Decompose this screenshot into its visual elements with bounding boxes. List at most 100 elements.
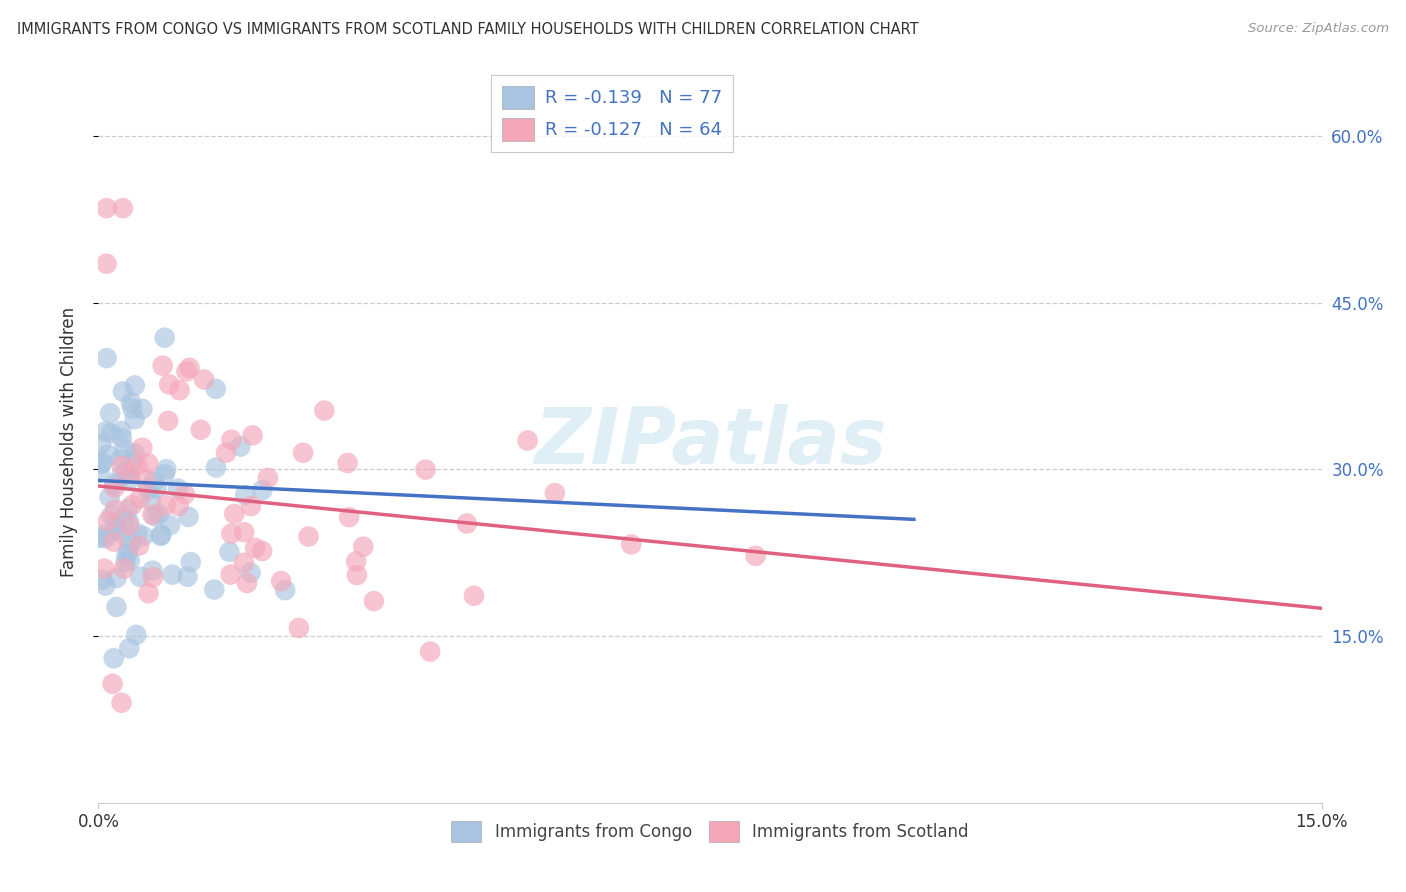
Point	[159, 518, 181, 533]
Point	[142, 570, 165, 584]
Point	[456, 516, 478, 531]
Point	[124, 446, 146, 460]
Point	[111, 384, 134, 399]
Point	[157, 377, 180, 392]
Point	[250, 544, 273, 558]
Point	[120, 395, 142, 409]
Point	[121, 454, 143, 468]
Point	[129, 491, 152, 506]
Text: Source: ZipAtlas.com: Source: ZipAtlas.com	[1249, 22, 1389, 36]
Point	[202, 582, 225, 597]
Point	[297, 529, 319, 543]
Point	[463, 589, 485, 603]
Point	[336, 456, 359, 470]
Point	[101, 677, 124, 691]
Point	[110, 424, 132, 438]
Point	[153, 467, 176, 482]
Point	[173, 487, 195, 501]
Point	[132, 529, 155, 543]
Point	[117, 466, 139, 480]
Point	[344, 554, 367, 568]
Point	[90, 437, 112, 451]
Point	[129, 570, 152, 584]
Point	[363, 594, 385, 608]
Point	[104, 502, 127, 516]
Point	[97, 514, 120, 528]
Point	[96, 351, 118, 366]
Point	[177, 510, 200, 524]
Point	[96, 257, 118, 271]
Point	[127, 458, 149, 472]
Point	[104, 481, 127, 495]
Point	[190, 423, 212, 437]
Point	[131, 441, 153, 455]
Point	[128, 539, 150, 553]
Point	[232, 556, 254, 570]
Point	[346, 568, 368, 582]
Point	[98, 490, 121, 504]
Text: ZIPatlas: ZIPatlas	[534, 403, 886, 480]
Point	[352, 540, 374, 554]
Point	[120, 472, 142, 486]
Point	[125, 628, 148, 642]
Point	[233, 525, 256, 540]
Point	[97, 448, 120, 462]
Point	[204, 382, 226, 396]
Point	[111, 458, 134, 473]
Point	[103, 477, 125, 491]
Point	[138, 586, 160, 600]
Point	[205, 460, 228, 475]
Point	[292, 446, 315, 460]
Point	[152, 359, 174, 373]
Point	[139, 493, 162, 508]
Point	[270, 574, 292, 588]
Point	[111, 431, 134, 445]
Point	[167, 499, 190, 513]
Point	[93, 561, 115, 575]
Point	[104, 517, 127, 532]
Point	[239, 566, 262, 580]
Point	[239, 499, 262, 513]
Point	[516, 434, 538, 448]
Point	[111, 201, 134, 215]
Point	[136, 456, 159, 470]
Point	[221, 526, 243, 541]
Point	[96, 201, 118, 215]
Point	[135, 473, 157, 487]
Point	[115, 547, 138, 561]
Point	[108, 471, 131, 485]
Point	[87, 531, 110, 545]
Text: IMMIGRANTS FROM CONGO VS IMMIGRANTS FROM SCOTLAND FAMILY HOUSEHOLDS WITH CHILDRE: IMMIGRANTS FROM CONGO VS IMMIGRANTS FROM…	[17, 22, 918, 37]
Point	[157, 414, 180, 428]
Point	[118, 641, 141, 656]
Point	[94, 531, 117, 545]
Point	[143, 475, 166, 489]
Point	[169, 383, 191, 397]
Point	[136, 483, 159, 497]
Point	[118, 515, 141, 529]
Point	[124, 412, 146, 426]
Point	[415, 462, 437, 476]
Point	[124, 378, 146, 392]
Point	[141, 564, 163, 578]
Point	[103, 534, 125, 549]
Point	[224, 507, 246, 521]
Point	[145, 482, 167, 496]
Point	[100, 425, 122, 440]
Point	[114, 555, 136, 569]
Point	[118, 553, 141, 567]
Point	[236, 576, 259, 591]
Point	[100, 508, 122, 523]
Point	[155, 499, 177, 513]
Point	[110, 526, 132, 541]
Point	[89, 466, 111, 480]
Point	[193, 372, 215, 386]
Point	[242, 428, 264, 442]
Point	[252, 483, 274, 497]
Point	[91, 573, 114, 587]
Point	[419, 644, 441, 658]
Point	[229, 440, 252, 454]
Point	[544, 486, 567, 500]
Point	[118, 467, 141, 481]
Point	[245, 541, 267, 555]
